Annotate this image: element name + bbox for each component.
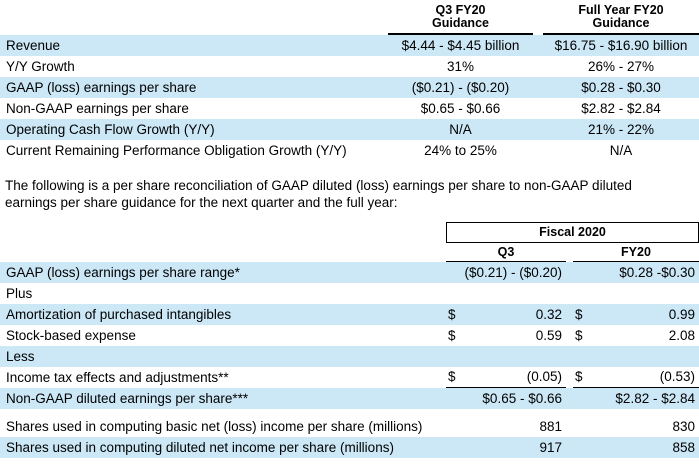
table-row-nongaap-eps: Non-GAAP earnings per share $0.65 - $0.6…: [0, 98, 699, 119]
row-label: Amortization of purchased intangibles: [6, 307, 232, 322]
guidance-table: Q3 FY20 Guidance Full Year FY20 Guidance…: [0, 4, 699, 161]
q3-value: $ (0.05): [446, 367, 566, 388]
table-row-ocf-growth: Operating Cash Flow Growth (Y/Y) N/A 21%…: [0, 119, 699, 140]
amount: 0.99: [668, 307, 695, 322]
column-header-fy20: FY20: [573, 245, 699, 262]
currency-symbol: $: [448, 307, 456, 322]
column-header-line2: Guidance: [432, 16, 489, 30]
q3-value: 917: [539, 440, 562, 455]
row-label: GAAP (loss) earnings per share range*: [6, 265, 240, 280]
table-row-plus: Plus: [0, 283, 699, 304]
reconciliation-table: Fiscal 2020 Q3 FY20 GAAP (loss) earnings…: [0, 222, 699, 458]
table-row-gaap-range: GAAP (loss) earnings per share range* ($…: [0, 262, 699, 283]
reconciliation-paragraph: The following is a per share reconciliat…: [5, 177, 695, 211]
fy-value: $ 0.99: [573, 304, 699, 325]
fy-value: $16.75 - $16.90 billion: [554, 38, 688, 53]
row-label: Shares used in computing basic net (loss…: [6, 419, 423, 434]
reconciliation-column-headers: Q3 FY20: [0, 245, 699, 262]
row-label: Shares used in computing diluted net inc…: [6, 440, 394, 455]
amount: (0.05): [526, 369, 562, 384]
currency-symbol: $: [448, 328, 456, 343]
fy-value: $0.28 - $0.30: [581, 80, 661, 95]
q3-value: $0.65 - $0.66: [420, 101, 501, 116]
table-row-nongaap-diluted: Non-GAAP diluted earnings per share*** $…: [0, 388, 699, 409]
row-spacer: [0, 409, 699, 416]
amount: (0.53): [659, 369, 695, 384]
amount: 2.08: [668, 328, 695, 343]
row-label: Stock-based expense: [6, 328, 136, 343]
fy-value: $2.82 - $2.84: [615, 391, 695, 406]
row-label: Y/Y Growth: [6, 59, 75, 74]
q3-value: N/A: [449, 122, 472, 137]
q3-value: 31%: [446, 59, 475, 74]
paragraph-line2: earnings per share guidance for the next…: [5, 195, 398, 210]
fiscal-2020-header-row: Fiscal 2020: [0, 222, 699, 243]
fy-value: $ (0.53): [573, 367, 699, 388]
currency-symbol: $: [448, 369, 456, 384]
currency-symbol: $: [575, 328, 583, 343]
q3-value: 881: [539, 419, 562, 434]
table-row-crpo-growth: Current Remaining Performance Obligation…: [0, 140, 699, 161]
q3-value: 24% to 25%: [424, 143, 497, 158]
fy-value: $2.82 - $2.84: [581, 101, 661, 116]
q3-value: $ 0.32: [446, 304, 566, 325]
column-header-line2: Guidance: [592, 16, 650, 30]
table-row-gaap-eps: GAAP (loss) earnings per share ($0.21) -…: [0, 77, 699, 98]
fy-value: $0.28 -$0.30: [619, 265, 695, 280]
amount: 0.59: [535, 328, 562, 343]
column-header-line1: Full Year FY20: [578, 3, 664, 17]
currency-symbol: $: [575, 307, 583, 322]
fy-value: [573, 346, 699, 367]
table-row-less: Less: [0, 346, 699, 367]
table-row-amortization: Amortization of purchased intangibles $ …: [0, 304, 699, 325]
header-spacer: [0, 222, 446, 243]
table-row-revenue: Revenue $4.44 - $4.45 billion $16.75 - $…: [0, 35, 699, 56]
row-label: Non-GAAP diluted earnings per share***: [6, 391, 249, 406]
q3-value: $ 0.59: [446, 325, 566, 346]
q3-value: $0.65 - $0.66: [482, 391, 562, 406]
column-header-fullyear-guidance: Full Year FY20 Guidance: [543, 4, 699, 35]
row-label: GAAP (loss) earnings per share: [6, 80, 197, 95]
table-row-income-tax: Income tax effects and adjustments** $ (…: [0, 367, 699, 388]
row-label: Operating Cash Flow Growth (Y/Y): [6, 122, 215, 137]
row-label: Less: [6, 349, 35, 364]
q3-value: $4.44 - $4.45 billion: [401, 38, 520, 53]
q3-value: ($0.21) - ($0.20): [464, 265, 562, 280]
row-label: Current Remaining Performance Obligation…: [6, 143, 347, 158]
row-label: Non-GAAP earnings per share: [6, 101, 189, 116]
fy-value: 858: [672, 440, 695, 455]
q3-value: ($0.21) - ($0.20): [411, 80, 510, 95]
fiscal-2020-group-header: Fiscal 2020: [446, 222, 699, 243]
row-label: Plus: [6, 286, 33, 301]
row-label: Revenue: [6, 38, 61, 53]
table-row-diluted-shares: Shares used in computing diluted net inc…: [0, 437, 699, 458]
table-row-stock-based: Stock-based expense $ 0.59 $ 2.08: [0, 325, 699, 346]
paragraph-line1: The following is a per share reconciliat…: [5, 178, 632, 193]
q3-value: [446, 283, 566, 304]
currency-symbol: $: [575, 369, 583, 384]
column-header-line1: Q3 FY20: [435, 3, 486, 17]
fy-value: $ 2.08: [573, 325, 699, 346]
row-label: Income tax effects and adjustments**: [6, 370, 229, 385]
table-row-basic-shares: Shares used in computing basic net (loss…: [0, 416, 699, 437]
fy-value: 830: [672, 419, 695, 434]
fy-value: 21% - 22%: [587, 122, 655, 137]
fy-value: 26% - 27%: [587, 59, 655, 74]
amount: 0.32: [535, 307, 562, 322]
table-row-yy-growth: Y/Y Growth 31% 26% - 27%: [0, 56, 699, 77]
q3-value: [446, 346, 566, 367]
guidance-table-header: Q3 FY20 Guidance Full Year FY20 Guidance: [0, 4, 699, 35]
fy-value: [573, 283, 699, 304]
fy-value: N/A: [609, 143, 633, 158]
column-header-q3: Q3: [446, 245, 566, 262]
column-header-q3-guidance: Q3 FY20 Guidance: [388, 4, 533, 35]
